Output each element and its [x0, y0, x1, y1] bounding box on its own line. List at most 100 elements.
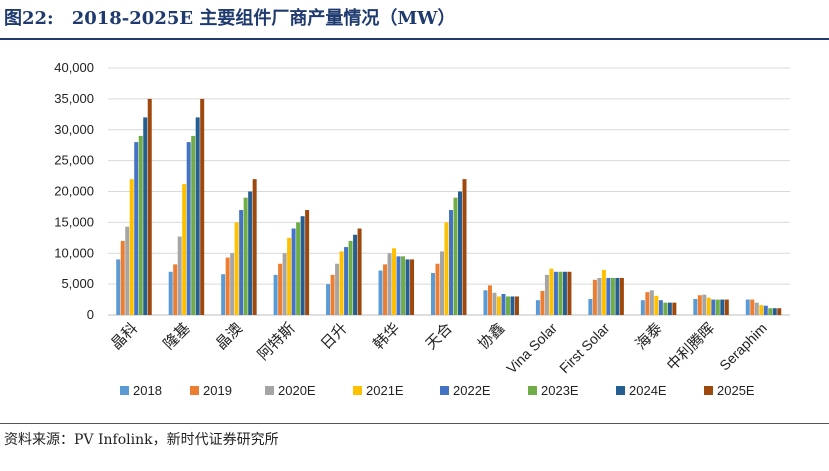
bar-2025E-4 — [357, 228, 362, 315]
bar-2021E-7 — [496, 296, 501, 315]
figure-title: 图22: 2018-2025E 主要组件厂商产量情况（MW） — [4, 2, 825, 36]
bar-2019-0 — [120, 240, 125, 315]
bar-2021E-10 — [654, 295, 659, 315]
legend-swatch-2019 — [190, 386, 199, 395]
bar-2022E-7 — [501, 294, 506, 315]
x-category-label: 晶澳 — [213, 320, 246, 353]
bar-2019-12 — [750, 299, 755, 315]
x-category-label: 中利腾晖 — [664, 320, 718, 374]
title-rule — [0, 38, 829, 40]
bar-2025E-6 — [462, 179, 467, 315]
bar-2023E-9 — [610, 277, 615, 315]
bar-2020E-8 — [544, 274, 549, 315]
bar-2021E-11 — [706, 297, 711, 315]
legend-label-2020E: 2020E — [278, 383, 316, 398]
x-category-label: Vina Solar — [503, 320, 560, 377]
bar-2025E-1 — [200, 98, 205, 315]
bar-2024E-7 — [510, 296, 515, 315]
bar-2022E-2 — [239, 210, 244, 315]
bar-2023E-11 — [715, 299, 720, 315]
legend-label-2025E: 2025E — [717, 383, 755, 398]
x-category-label: 协鑫 — [474, 319, 508, 353]
bar-2020E-10 — [649, 290, 654, 315]
y-tick-label: 40,000 — [54, 60, 94, 75]
bar-2025E-2 — [252, 179, 257, 315]
bar-2023E-1 — [191, 135, 196, 315]
bar-2018-4 — [326, 284, 331, 315]
bar-2022E-6 — [449, 210, 453, 315]
legend-swatch-2021E — [353, 386, 362, 395]
bar-2024E-8 — [562, 271, 567, 315]
bar-2022E-3 — [291, 228, 296, 315]
bar-2021E-5 — [392, 248, 397, 315]
bar-2020E-4 — [335, 263, 340, 315]
y-tick-label: 25,000 — [54, 153, 94, 168]
bar-2024E-5 — [405, 259, 410, 315]
bar-2021E-4 — [339, 251, 344, 315]
bar-2020E-9 — [597, 277, 602, 315]
bar-2021E-2 — [234, 222, 239, 315]
bar-2020E-1 — [177, 236, 182, 315]
bar-2023E-6 — [453, 197, 458, 315]
bar-2021E-12 — [759, 305, 764, 315]
bar-2018-12 — [745, 299, 750, 315]
bar-2025E-5 — [410, 259, 415, 315]
figure-number: 图22: — [4, 8, 54, 29]
bar-2022E-12 — [763, 305, 768, 315]
bar-2022E-4 — [344, 247, 349, 315]
bar-2019-7 — [487, 285, 492, 315]
bar-2025E-3 — [305, 210, 310, 315]
bar-2023E-8 — [558, 271, 563, 315]
bar-2018-5 — [378, 270, 383, 315]
bar-2023E-7 — [505, 296, 510, 315]
bar-2018-10 — [640, 300, 645, 315]
x-category-label: 韩华 — [370, 320, 403, 353]
bar-2023E-4 — [348, 240, 353, 315]
x-category-label: 日升 — [318, 320, 351, 353]
y-tick-label: 5,000 — [61, 276, 94, 291]
bar-2022E-8 — [553, 271, 558, 315]
bar-2023E-3 — [296, 222, 301, 315]
bar-2020E-6 — [440, 251, 444, 315]
y-tick-label: 15,000 — [54, 214, 94, 229]
figure-title-text: 2018-2025E 主要组件厂商产量情况（MW） — [71, 8, 456, 29]
bar-2018-3 — [273, 274, 278, 315]
bar-2024E-0 — [143, 117, 148, 316]
bar-2019-2 — [225, 257, 230, 315]
bar-2020E-5 — [387, 253, 392, 315]
bar-2018-8 — [535, 300, 540, 315]
legend-swatch-2020E — [265, 386, 274, 395]
bar-2019-8 — [540, 290, 545, 315]
y-tick-label: 30,000 — [54, 122, 94, 137]
bar-2019-1 — [173, 264, 178, 315]
y-tick-label: 10,000 — [54, 245, 94, 260]
x-category-label: 隆基 — [160, 320, 193, 353]
legend-swatch-2025E — [704, 386, 713, 395]
bar-2020E-3 — [282, 253, 287, 315]
source-rule — [0, 423, 829, 424]
legend-swatch-2024E — [616, 386, 625, 395]
legend-label-2022E: 2022E — [453, 383, 491, 398]
bar-2025E-8 — [567, 271, 572, 315]
bar-2023E-10 — [663, 302, 668, 315]
bar-2021E-3 — [287, 237, 292, 315]
y-tick-label: 35,000 — [54, 91, 94, 106]
y-tick-label: 20,000 — [54, 184, 94, 199]
bar-2022E-9 — [606, 277, 611, 315]
bar-2018-0 — [116, 259, 121, 315]
bar-2018-1 — [168, 271, 173, 315]
bar-2024E-6 — [458, 191, 462, 315]
bar-2025E-9 — [619, 277, 624, 315]
bar-2025E-0 — [147, 98, 152, 315]
bar-2021E-1 — [182, 184, 187, 315]
x-category-label: 海泰 — [632, 320, 665, 353]
bar-2020E-2 — [230, 253, 235, 315]
bar-2021E-0 — [129, 179, 134, 315]
bar-2021E-6 — [444, 222, 449, 315]
bar-2020E-0 — [125, 226, 130, 315]
bar-2022E-10 — [658, 300, 663, 315]
bar-2024E-4 — [353, 234, 358, 315]
x-category-label: First Solar — [556, 320, 613, 377]
bar-2024E-2 — [248, 191, 253, 315]
bar-2019-4 — [330, 274, 335, 315]
